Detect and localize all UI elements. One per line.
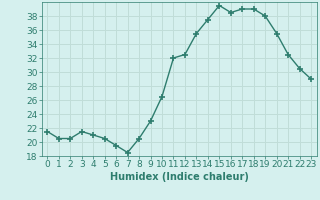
X-axis label: Humidex (Indice chaleur): Humidex (Indice chaleur): [110, 172, 249, 182]
